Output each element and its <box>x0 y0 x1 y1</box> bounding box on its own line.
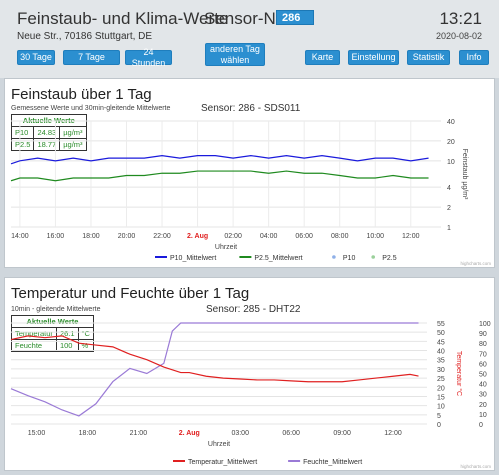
x-tick-label: 12:00 <box>384 430 402 437</box>
y-left-tick-label: 0 <box>437 422 441 429</box>
climate-current-table: Aktuelle Werte Temperatur 26.1 °C Feucht… <box>11 315 94 352</box>
table-row: P2.5 18.77 µg/m³ <box>10 138 87 151</box>
other-day-button[interactable]: anderen Tag wählen <box>205 43 265 66</box>
x-tick-label: 08:00 <box>331 233 349 240</box>
7-days-button[interactable]: 7 Tage <box>63 50 120 65</box>
y-left-tick-label: 10 <box>437 404 445 411</box>
y-tick-label: 20 <box>447 139 455 146</box>
y-tick-label: 10 <box>447 159 455 166</box>
30-days-button[interactable]: 30 Tage <box>17 50 55 65</box>
24-hours-button[interactable]: 24 Stunden <box>125 47 172 68</box>
particulate-chart: 40 20 10 4 2 1 14:00 16:00 18:00 20:00 22:00 2. Aug… <box>10 119 491 266</box>
y-right-tick-label: 0 <box>479 422 483 429</box>
particulate-current-table: Aktuelle Werte P10 24.83 µg/m³ P2.5 18.7… <box>10 114 87 151</box>
x-tick-label: 22:00 <box>153 233 171 240</box>
y-right-tick-label: 70 <box>479 351 487 358</box>
y-left-tick-label: 55 <box>437 321 445 328</box>
y-left-tick-label: 15 <box>437 394 445 401</box>
y-right-tick-label: 90 <box>479 331 487 338</box>
y-left-axis-title: Temperatur °C <box>455 351 463 396</box>
climate-chart: 5550454035302520151050100908070605040302… <box>10 321 491 469</box>
watermark: highcharts.com <box>460 261 491 266</box>
x-tick-label: 16:00 <box>47 233 65 240</box>
y-left-tick-label: 20 <box>437 385 445 392</box>
legend-label: P10_Mittelwert <box>170 255 216 262</box>
x-axis-title: Uhrzeit <box>215 244 237 251</box>
x-tick-label: 2. Aug <box>187 233 208 240</box>
climate-title: Temperatur und Feuchte über 1 Tag <box>11 285 250 302</box>
y-left-tick-label: 25 <box>437 376 445 383</box>
sensor-number-input[interactable]: 286 <box>276 10 314 25</box>
y-tick-label: 1 <box>447 225 451 232</box>
y-right-tick-label: 60 <box>479 361 487 368</box>
legend-swatch <box>332 255 336 259</box>
legend-label: P2.5_Mittelwert <box>254 255 302 262</box>
x-tick-label: 02:00 <box>224 233 242 240</box>
y-right-tick-label: 20 <box>479 402 487 409</box>
y-right-tick-label: 10 <box>479 412 487 419</box>
x-tick-label: 10:00 <box>366 233 384 240</box>
y-left-tick-label: 5 <box>437 413 441 420</box>
y-right-tick-label: 100 <box>479 321 491 328</box>
statistics-button[interactable]: Statistik <box>407 50 450 65</box>
series-line-humidity <box>10 322 419 417</box>
series-line-p10 <box>10 154 429 165</box>
x-tick-label: 18:00 <box>82 233 100 240</box>
x-axis-title: Uhrzeit <box>208 441 230 448</box>
app-title: Feinstaub- und Klima-Werte <box>17 9 229 28</box>
x-tick-label: 15:00 <box>28 430 46 437</box>
y-left-tick-label: 30 <box>437 367 445 374</box>
date: 2020-08-02 <box>435 31 482 41</box>
series-line-temperature <box>10 335 419 383</box>
particulate-title: Feinstaub über 1 Tag <box>11 86 152 103</box>
y-left-tick-label: 40 <box>437 349 445 356</box>
clock: 13:21 <box>439 9 482 28</box>
climate-subtitle: 10min - gleitende Mittelwerte <box>11 306 101 313</box>
legend-label: Temperatur_Mittelwert <box>188 459 257 466</box>
x-tick-label: 09:00 <box>333 430 351 437</box>
x-tick-label: 03:00 <box>231 430 249 437</box>
x-tick-label: 04:00 <box>260 233 278 240</box>
y-tick-label: 40 <box>447 119 455 126</box>
header-bar: Feinstaub- und Klima-Werte Sensor-Nr: 28… <box>0 0 499 78</box>
x-tick-label: 06:00 <box>282 430 300 437</box>
sensor-label: Sensor-Nr: <box>204 9 287 28</box>
y-left-tick-label: 35 <box>437 358 445 365</box>
x-tick-label: 06:00 <box>295 233 313 240</box>
y-left-tick-label: 50 <box>437 330 445 337</box>
y-right-tick-label: 80 <box>479 341 487 348</box>
x-tick-label: 2. Aug <box>179 430 200 437</box>
address: Neue Str., 70186 Stuttgart, DE <box>17 31 153 42</box>
y-right-tick-label: 40 <box>479 382 487 389</box>
legend-swatch <box>371 255 376 259</box>
climate-panel: Temperatur und Feuchte über 1 Tag 10min … <box>4 277 495 471</box>
climate-sensor: Sensor: 285 - DHT22 <box>206 304 301 315</box>
y-tick-label: 4 <box>447 185 451 192</box>
settings-button[interactable]: Einstellung <box>348 50 399 65</box>
y-left-tick-label: 45 <box>437 339 445 346</box>
series-line-p25 <box>10 170 429 182</box>
particulate-sensor: Sensor: 286 - SDS011 <box>201 103 301 114</box>
y-right-tick-label: 30 <box>479 392 487 399</box>
x-tick-label: 20:00 <box>118 233 136 240</box>
y-tick-label: 2 <box>447 205 451 212</box>
particulate-panel: Feinstaub über 1 Tag Gemessene Werte und… <box>4 78 495 268</box>
particulate-subtitle: Gemessene Werte und 30min-gleitende Mitt… <box>11 105 171 112</box>
legend-label: Feuchte_Mittelwert <box>303 459 362 466</box>
x-tick-label: 12:00 <box>402 233 420 240</box>
legend-label: P10 <box>343 255 356 262</box>
x-tick-label: 14:00 <box>11 233 29 240</box>
y-right-tick-label: 50 <box>479 372 487 379</box>
legend-label: P2.5 <box>382 255 397 262</box>
info-button[interactable]: Info <box>459 50 489 65</box>
watermark: highcharts.com <box>460 464 491 469</box>
x-tick-label: 18:00 <box>79 430 97 437</box>
y-axis-title: Feinstaub µg/m³ <box>461 149 468 200</box>
map-button[interactable]: Karte <box>305 50 340 65</box>
x-tick-label: 21:00 <box>130 430 148 437</box>
